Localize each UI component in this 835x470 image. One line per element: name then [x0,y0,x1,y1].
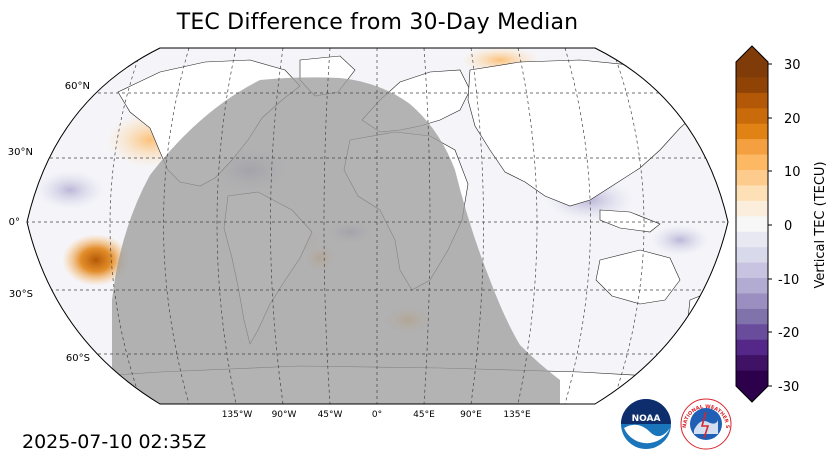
colorbar-extend-max [736,46,768,62]
colorbar-extend-min [736,386,768,402]
colorbar-segment [736,231,768,248]
colorbar [736,46,768,402]
noaa-logo: NOAA [621,399,671,449]
globe-outline [26,47,729,405]
positive-anomaly-hotspot [62,234,130,286]
colorbar-title: Vertical TEC (TECU) [813,161,828,288]
colorbar-segment [736,170,768,186]
negative-anomaly [35,170,105,210]
colorbar-segment [736,154,768,171]
lon-label: 45°E [413,410,435,420]
colorbar-segment [736,200,768,217]
colorbar-segment [736,92,768,109]
lat-label: 30°N [8,147,33,158]
lat-label: 60°N [65,81,90,92]
lat-label: 30°S [9,289,33,300]
colorbar-tick-label: 10 [784,165,801,180]
colorbar-segment [736,324,768,341]
colorbar-segment [736,247,768,264]
timestamp: 2025-07-10 02:35Z [22,431,207,453]
colorbar-segment [736,62,768,78]
colorbar-tick-label: -20 [778,326,799,341]
lon-label: 90°E [460,410,482,420]
colorbar-outline [735,45,769,403]
lon-label: 135°E [503,410,531,420]
colorbar-tick-label: 20 [784,112,801,127]
colorbar-segment [736,278,768,294]
colorbar-segment [736,139,768,156]
colorbar-segment [736,123,768,140]
colorbar-segment [736,370,768,387]
map-title: TEC Difference from 30-Day Median [176,10,579,35]
colorbar-segment [736,77,768,94]
colorbar-tick-label: -30 [778,380,799,395]
colorbar-segment [736,216,768,233]
colorbar-segment [736,262,768,279]
colorbar-tick-label: 0 [784,219,792,234]
lon-label: 45°W [318,410,343,420]
lat-label: 60°S [66,353,90,364]
colorbar-segment [736,108,768,125]
colorbar-segment [736,308,768,325]
colorbar-segment [736,355,768,372]
lon-label: 135°W [222,410,253,420]
lat-label: 0° [9,217,20,228]
negative-anomaly [650,224,710,256]
colorbar-segment [736,339,768,356]
lon-label: 0° [372,410,382,420]
graticule [27,48,728,404]
colorbar-tick-label: 30 [784,58,801,73]
globe [27,48,728,404]
lon-label: 90°W [272,410,297,420]
colorbar-tick-label: -10 [778,273,799,288]
colorbar-segment [736,293,768,310]
colorbar-ticks [768,63,772,387]
nws-logo: NATIONAL WEATHER SERVICE [680,398,732,450]
svg-text:NOAA: NOAA [632,414,661,424]
colorbar-segment [736,185,768,202]
